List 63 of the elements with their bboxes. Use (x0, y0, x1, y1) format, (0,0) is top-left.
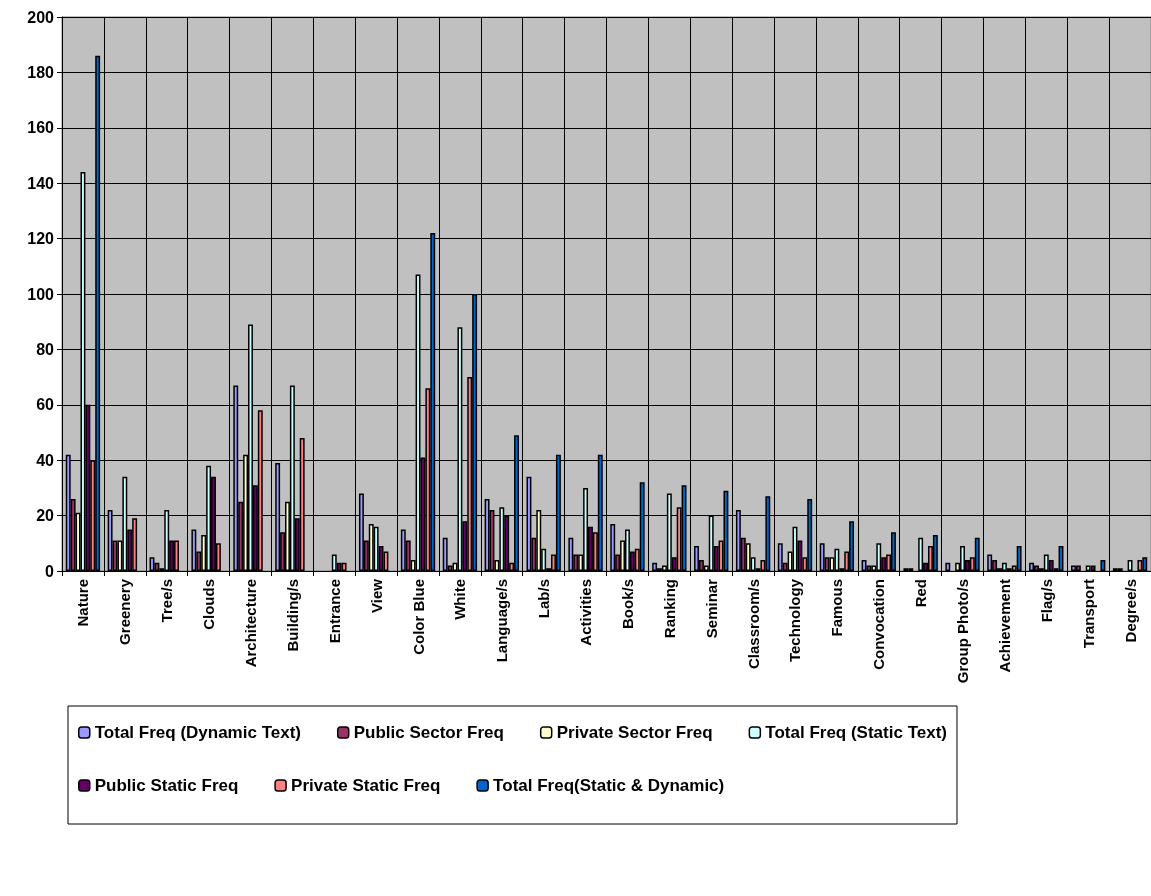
bar (1137, 559, 1143, 571)
y-tick-label: 200 (27, 8, 55, 26)
bar (918, 537, 924, 571)
legend-label: Total Freq(Static & Dynamic) (493, 776, 725, 795)
bar (1100, 559, 1106, 571)
x-tick-label: Transport (1079, 579, 1097, 649)
x-tick-label: Red (912, 579, 930, 608)
x-tick-label: White (451, 579, 469, 620)
bar (987, 554, 993, 571)
x-tick-label: Technology (786, 578, 804, 663)
y-tick-label: 0 (45, 562, 55, 580)
x-tick-label: Clouds (200, 579, 218, 630)
bar (373, 526, 379, 571)
x-tick-label: Seminar (702, 578, 720, 639)
x-tick-label: Book/s (618, 579, 636, 630)
x-tick-label: Achievement (995, 579, 1013, 673)
y-tick-label: 160 (27, 119, 55, 137)
x-tick-label: Lab/s (535, 579, 553, 619)
legend-label: Private Sector Freq (556, 723, 713, 742)
x-tick-label: Degree/s (1121, 579, 1139, 643)
x-tick-label: Famous (828, 579, 846, 637)
x-tick-label: Language/s (493, 579, 511, 663)
y-tick-label: 180 (27, 63, 55, 81)
x-tick-label: Activities (577, 579, 595, 646)
legend-label: Public Static Freq (94, 776, 239, 795)
y-tick-label: 120 (27, 230, 55, 248)
bar (974, 537, 980, 571)
x-tick-label: Nature (74, 579, 92, 627)
bar (341, 562, 347, 571)
legend-label: Total Freq (Dynamic Text) (94, 723, 301, 742)
legend-label: Public Sector Freq (353, 723, 504, 742)
x-tick-label: Greenery (116, 578, 134, 645)
y-tick-label: 20 (36, 507, 55, 525)
bar (1127, 559, 1133, 571)
x-tick-label: Convocation (870, 579, 888, 670)
x-tick-label: Tree/s (158, 579, 176, 623)
y-tick-label: 140 (27, 174, 55, 192)
y-tick-label: 40 (36, 451, 55, 469)
x-tick-label: Classroom/s (744, 579, 762, 670)
bar (610, 523, 616, 571)
legend-label: Private Static Freq (291, 776, 441, 795)
x-tick-label: Ranking (660, 579, 678, 639)
y-tick-label: 80 (36, 340, 55, 358)
y-tick-label: 100 (27, 285, 55, 303)
bar (1075, 565, 1081, 571)
x-tick-label: Group Photo/s (954, 579, 972, 684)
bar (1016, 546, 1022, 571)
bar (191, 529, 197, 571)
legend-label: Total Freq (Static Text) (765, 723, 947, 742)
x-tick-label: Flag/s (1037, 579, 1055, 623)
bar (945, 562, 951, 571)
x-tick-label: View (367, 578, 385, 613)
y-tick-label: 60 (36, 396, 55, 414)
x-tick-label: Color Blue (409, 579, 427, 655)
x-tick-label: Building/s (283, 579, 301, 652)
bar (1090, 565, 1096, 571)
bar (652, 562, 658, 571)
bar (932, 534, 938, 571)
x-tick-label: Architecture (241, 579, 259, 668)
x-tick-label: Entrance (325, 579, 343, 644)
bar (568, 537, 574, 571)
bar (1029, 562, 1035, 571)
bar (834, 548, 840, 571)
